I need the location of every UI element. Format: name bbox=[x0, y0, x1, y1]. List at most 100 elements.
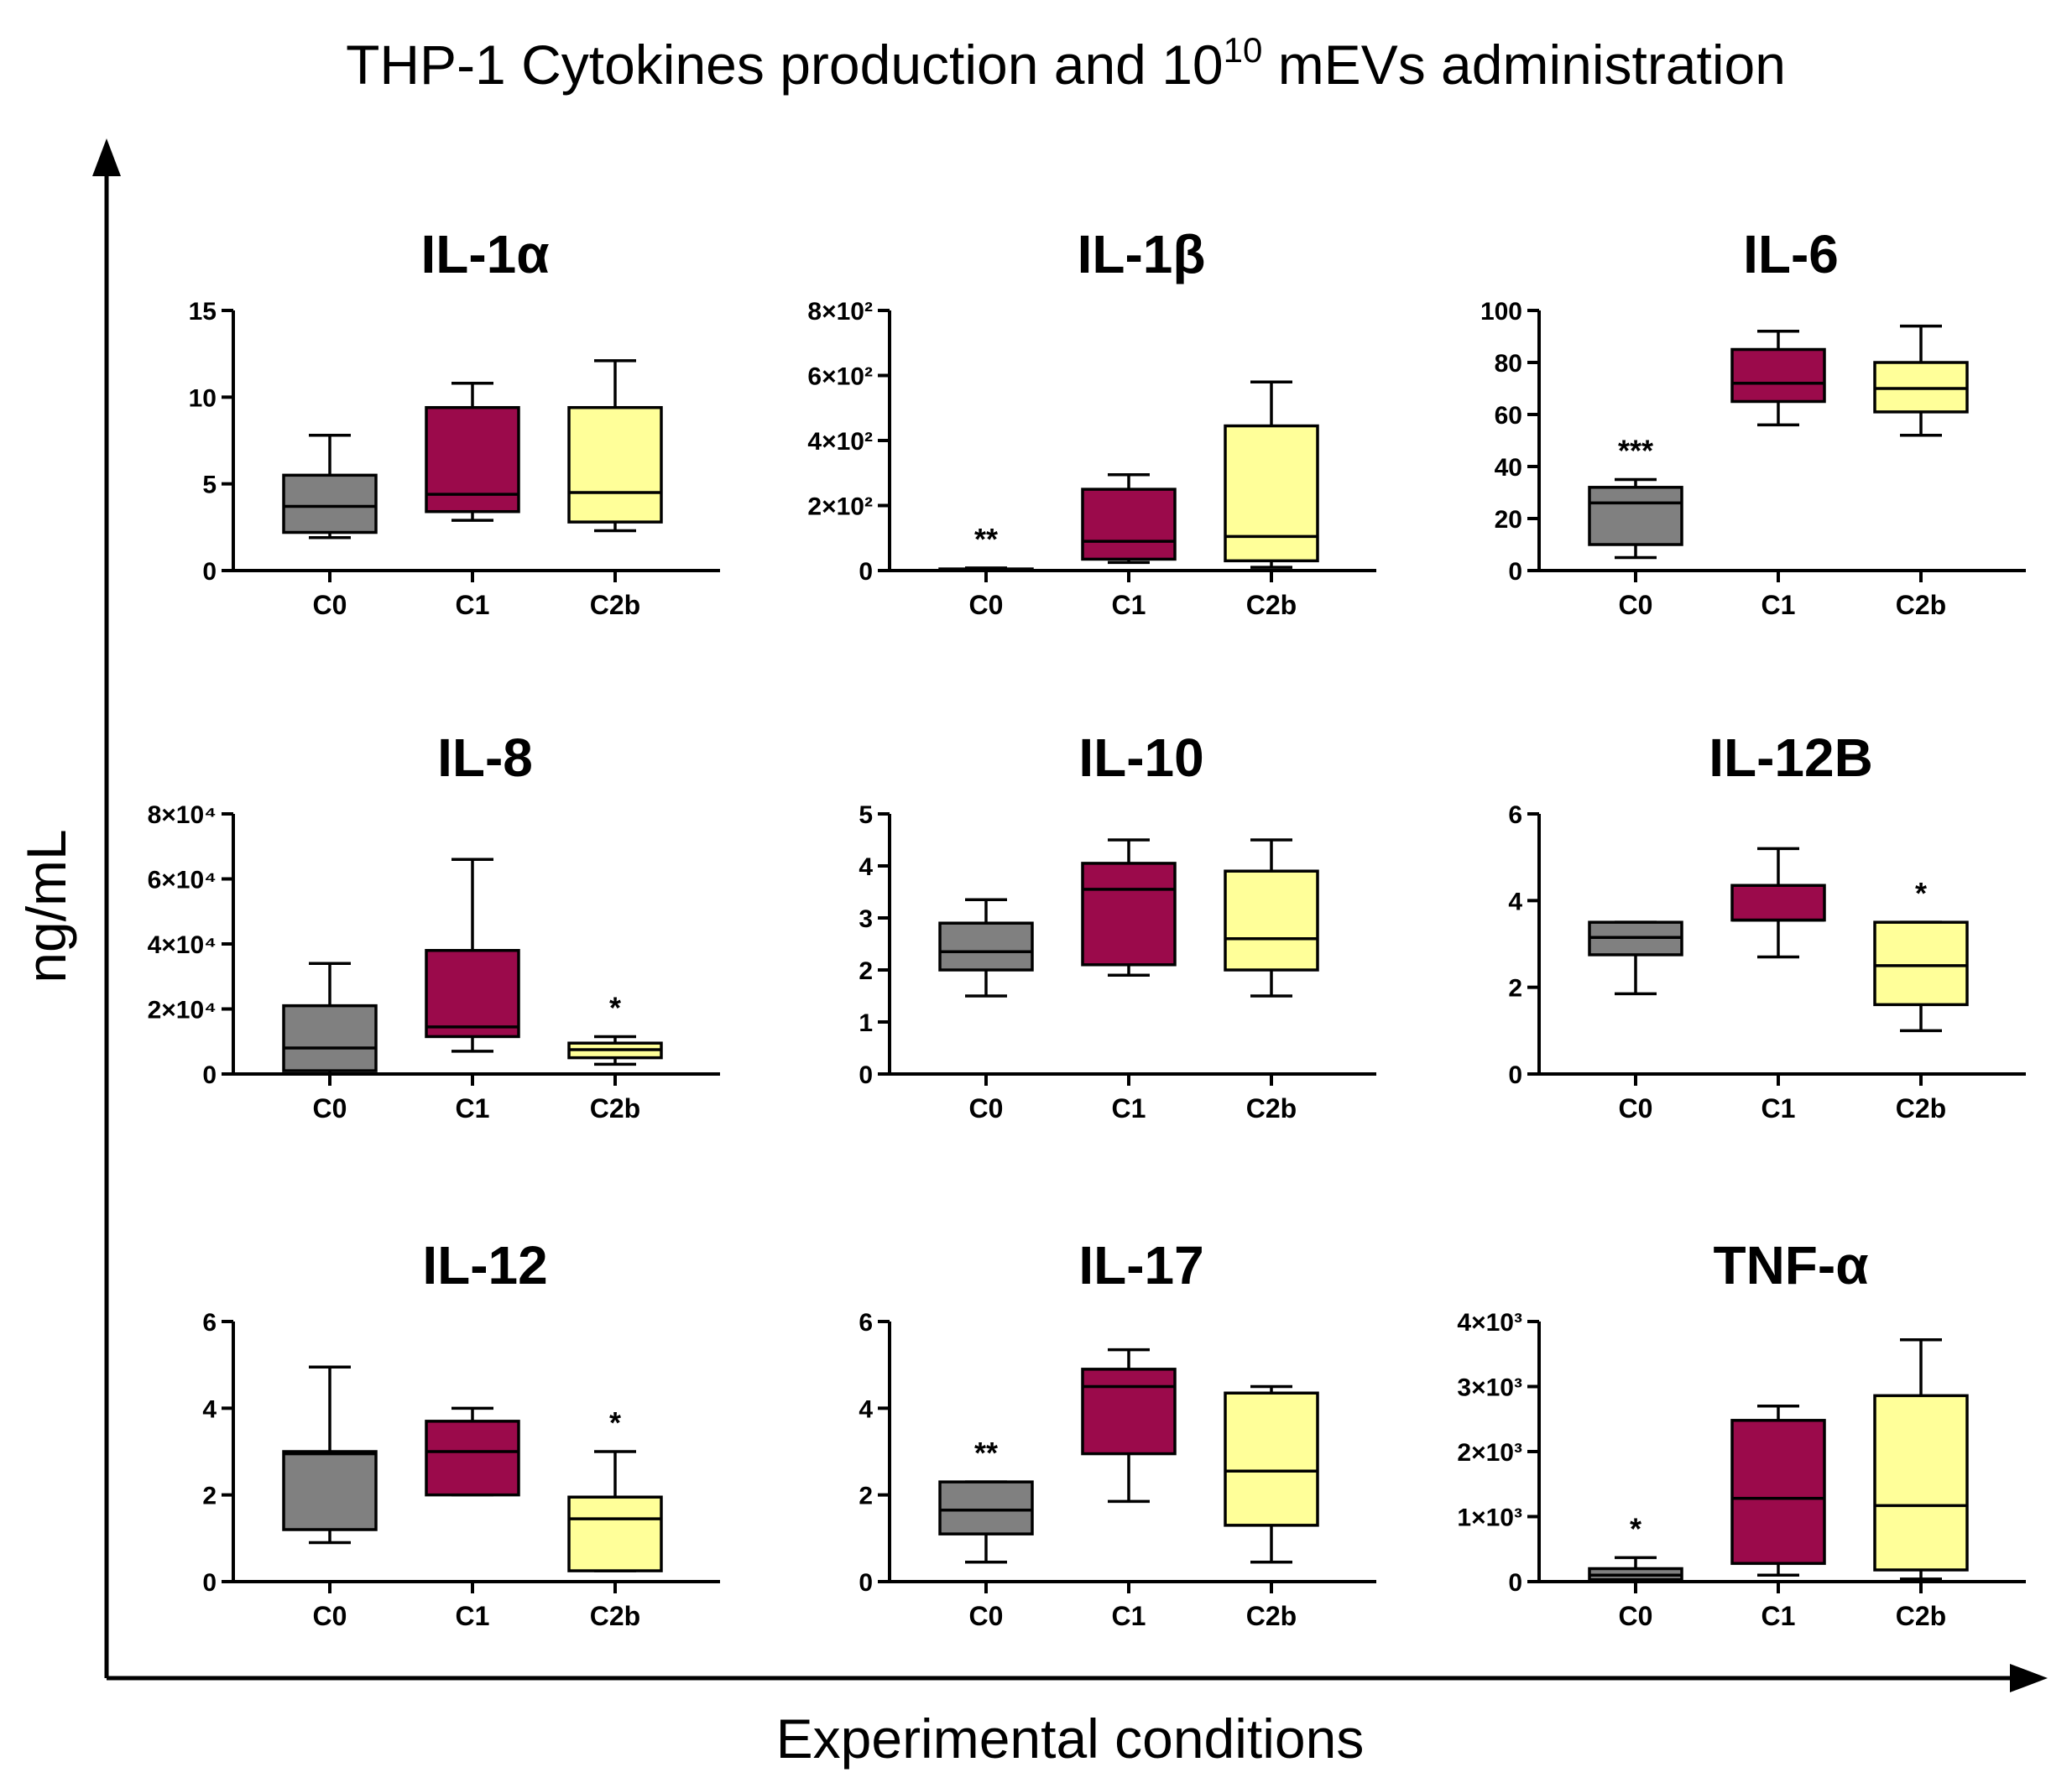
iqr-box bbox=[1873, 1394, 1969, 1572]
x-tick-label: C1 bbox=[1112, 1093, 1146, 1123]
x-tick-label: C2b bbox=[590, 590, 640, 620]
significance-marker: *** bbox=[1618, 434, 1653, 468]
box-c1 bbox=[1081, 838, 1177, 977]
y-tick-label: 6 bbox=[202, 1309, 217, 1337]
iqr-box bbox=[425, 949, 520, 1039]
x-tick-label: C2b bbox=[1896, 590, 1946, 620]
y-tick-label: 0 bbox=[202, 1569, 217, 1597]
x-tick-label: C1 bbox=[1761, 590, 1796, 620]
x-tick-label: C2b bbox=[1246, 1601, 1297, 1631]
box-c0 bbox=[938, 566, 1034, 572]
iqr-box bbox=[1730, 884, 1826, 922]
iqr-box bbox=[1588, 486, 1683, 546]
x-tick-label: C0 bbox=[313, 590, 347, 620]
outer-x-arrowhead bbox=[2010, 1664, 2048, 1692]
panel-title: IL-12B bbox=[1709, 727, 1873, 788]
outer-y-arrowhead bbox=[92, 138, 121, 176]
x-tick-label: C0 bbox=[969, 590, 1004, 620]
x-tick-label: C2b bbox=[590, 1093, 640, 1123]
y-tick-label: 40 bbox=[1495, 454, 1522, 482]
y-tick-label: 2 bbox=[859, 957, 873, 985]
box-c1 bbox=[425, 382, 520, 522]
y-tick-label: 0 bbox=[859, 1569, 873, 1597]
y-tick-label: 0 bbox=[1508, 1569, 1522, 1597]
panel-title: IL-8 bbox=[437, 727, 533, 788]
y-tick-label: 2×10³ bbox=[1457, 1439, 1522, 1467]
iqr-box bbox=[1081, 1368, 1177, 1456]
box-c2b bbox=[1224, 380, 1319, 569]
iqr-box bbox=[1730, 347, 1826, 404]
y-tick-label: 8×10⁴ bbox=[148, 801, 217, 829]
y-tick-label: 0 bbox=[202, 558, 217, 586]
iqr-box bbox=[567, 1495, 663, 1572]
x-tick-label: C0 bbox=[313, 1601, 347, 1631]
box-c1 bbox=[425, 1406, 520, 1497]
x-tick-label: C0 bbox=[969, 1093, 1004, 1123]
x-tick-label: C2b bbox=[1246, 1093, 1297, 1123]
iqr-box bbox=[1224, 869, 1319, 972]
iqr-box bbox=[282, 473, 378, 534]
x-tick-label: C0 bbox=[1619, 1601, 1653, 1631]
box-c2b bbox=[1873, 1337, 1969, 1581]
x-tick-label: C0 bbox=[1619, 590, 1653, 620]
panel-il-1: IL-1α 0 5 10 15 C0 C1 C2b bbox=[189, 224, 720, 620]
y-tick-label: 1×10³ bbox=[1457, 1504, 1522, 1532]
panel-title: TNF-α bbox=[1713, 1235, 1868, 1296]
box-c0 bbox=[282, 1365, 378, 1545]
y-tick-label: 0 bbox=[1508, 558, 1522, 586]
panel-title: IL-1α bbox=[420, 224, 549, 284]
box-c1 bbox=[1730, 330, 1826, 427]
y-tick-label: 3 bbox=[859, 905, 873, 933]
outer-x-label: Experimental conditions bbox=[776, 1707, 1365, 1770]
y-tick-label: 3×10³ bbox=[1457, 1374, 1522, 1402]
y-tick-label: 0 bbox=[859, 1061, 873, 1089]
x-tick-label: C1 bbox=[456, 1601, 490, 1631]
y-tick-label: 2 bbox=[859, 1483, 873, 1510]
y-tick-label: 100 bbox=[1480, 298, 1522, 326]
box-c1 bbox=[1081, 472, 1177, 565]
y-tick-label: 4 bbox=[859, 1395, 873, 1423]
panel-il-17: IL-17 0 2 4 6 C0 ** C1 C2b bbox=[859, 1235, 1376, 1631]
x-tick-label: C0 bbox=[313, 1093, 347, 1123]
box-c0 bbox=[938, 898, 1034, 998]
significance-marker: * bbox=[609, 990, 621, 1024]
iqr-box bbox=[1224, 424, 1319, 563]
y-tick-label: 2×10⁴ bbox=[148, 997, 217, 1024]
box-c1 bbox=[1730, 1405, 1826, 1577]
box-c0 bbox=[1588, 1556, 1683, 1583]
iqr-box bbox=[938, 1480, 1034, 1535]
box-c2b bbox=[567, 1450, 663, 1572]
x-tick-label: C2b bbox=[1896, 1093, 1946, 1123]
y-tick-label: 6 bbox=[1508, 801, 1522, 829]
significance-marker: * bbox=[609, 1405, 621, 1440]
iqr-box bbox=[567, 405, 663, 524]
significance-marker: * bbox=[1630, 1511, 1641, 1546]
significance-marker: ** bbox=[974, 1436, 998, 1470]
panel-title: IL-1β bbox=[1078, 224, 1206, 284]
box-c1 bbox=[425, 858, 520, 1053]
box-c0 bbox=[1588, 477, 1683, 560]
panel-il-8: IL-8 0 2×10⁴ 4×10⁴ 6×10⁴ 8×10⁴ C0 C1 C2b * bbox=[148, 727, 720, 1123]
x-tick-label: C2b bbox=[1896, 1601, 1946, 1631]
y-tick-label: 4 bbox=[1508, 888, 1522, 915]
x-tick-label: C0 bbox=[1619, 1093, 1653, 1123]
x-tick-label: C1 bbox=[1761, 1601, 1796, 1631]
panel-il-12b: IL-12B 0 2 4 6 C0 C1 C2b * bbox=[1508, 727, 2026, 1123]
y-tick-label: 6 bbox=[859, 1309, 873, 1337]
panel-il-10: IL-10 0 1 2 3 4 5 C0 C1 C2b bbox=[859, 727, 1376, 1123]
iqr-box bbox=[1730, 1419, 1826, 1566]
x-tick-label: C2b bbox=[590, 1601, 640, 1631]
y-tick-label: 2 bbox=[1508, 975, 1522, 1003]
box-c0 bbox=[1588, 920, 1683, 996]
iqr-box bbox=[938, 921, 1034, 972]
box-c2b bbox=[567, 1035, 663, 1066]
box-c2b bbox=[1873, 920, 1969, 1033]
x-tick-label: C1 bbox=[1112, 590, 1146, 620]
box-c2b bbox=[1873, 324, 1969, 437]
y-tick-label: 5 bbox=[202, 472, 217, 499]
y-tick-label: 5 bbox=[859, 801, 873, 829]
iqr-box bbox=[1224, 1391, 1319, 1527]
y-tick-label: 15 bbox=[189, 298, 217, 326]
x-tick-label: C1 bbox=[456, 590, 490, 620]
